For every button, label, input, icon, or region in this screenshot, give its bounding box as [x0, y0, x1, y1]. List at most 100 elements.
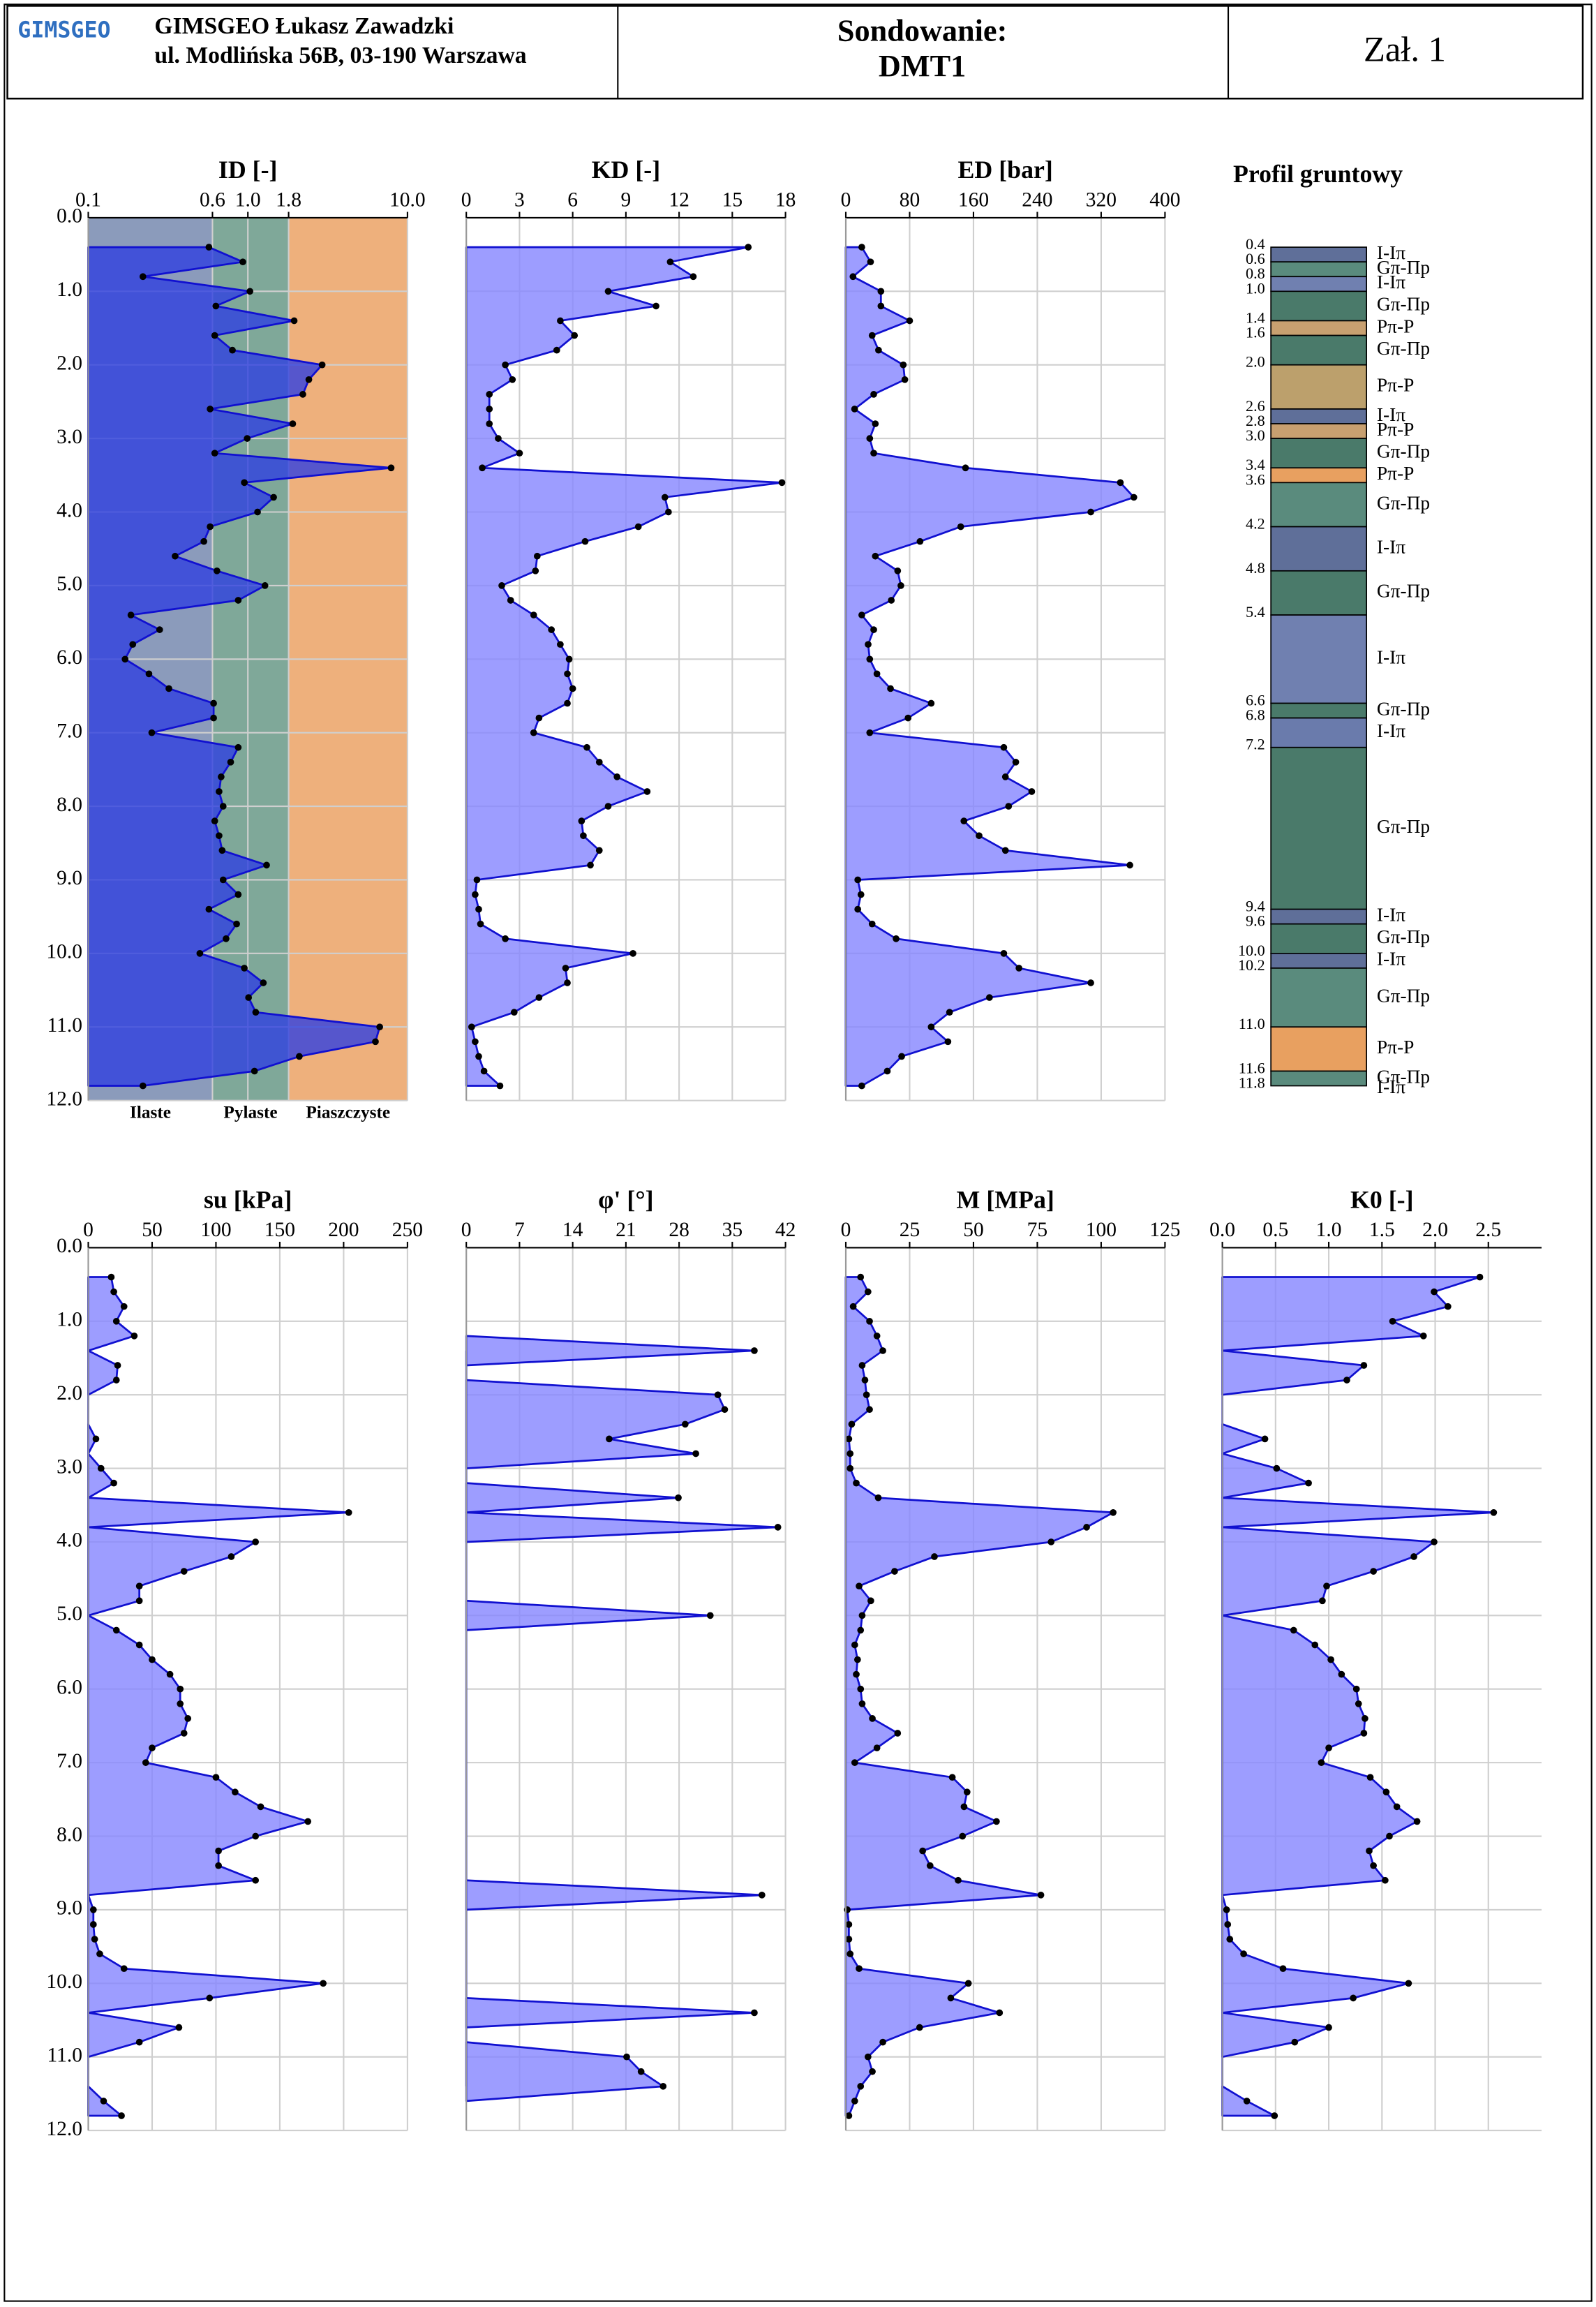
- data-point: [851, 1641, 858, 1649]
- data-point: [745, 244, 752, 251]
- data-point: [156, 626, 163, 633]
- data-point: [634, 523, 642, 531]
- data-point: [595, 847, 603, 854]
- soil-layer: [1270, 908, 1368, 925]
- data-point: [1273, 1464, 1281, 1472]
- data-point: [530, 611, 537, 618]
- x-tick-label: 18: [775, 189, 796, 212]
- data-point: [916, 537, 924, 545]
- data-point: [898, 1053, 905, 1060]
- data-point: [652, 302, 659, 310]
- area: [87, 1894, 325, 2014]
- layer-name: Gπ-Πp: [1377, 338, 1430, 359]
- data-point: [486, 391, 493, 398]
- soil-layer: [1270, 1070, 1368, 1087]
- x-tick-label: 14: [562, 1219, 583, 1241]
- data-point: [207, 523, 214, 531]
- data-point: [376, 1023, 383, 1031]
- soil-layer: [1270, 334, 1368, 366]
- depth-label: 2.0: [1246, 353, 1265, 371]
- depth-chart: 0.0 0.5 1.0 1.5 2.0 2.5 K0 [-]: [1209, 1185, 1542, 2132]
- chart-title: φ' [°]: [598, 1185, 653, 1213]
- data-point: [475, 905, 482, 913]
- x-tick-label: 25: [900, 1219, 920, 1241]
- data-point: [234, 597, 242, 604]
- data-point: [856, 1582, 863, 1590]
- data-point: [1130, 494, 1138, 501]
- depth-label: 4.2: [1246, 515, 1265, 533]
- data-point: [864, 2053, 872, 2061]
- data-point: [252, 1538, 260, 1545]
- data-point: [320, 1980, 327, 1987]
- data-point: [257, 1803, 264, 1811]
- data-point: [1319, 1597, 1326, 1605]
- data-point: [1087, 979, 1094, 986]
- data-point: [118, 2112, 125, 2119]
- data-point: [853, 1670, 860, 1678]
- data-point: [867, 258, 874, 266]
- data-point: [516, 450, 523, 457]
- data-point: [532, 567, 539, 574]
- data-point: [135, 2038, 143, 2046]
- area: [87, 1349, 119, 1396]
- data-point: [372, 1038, 379, 1046]
- data-point: [215, 1847, 222, 1855]
- data-point: [845, 2112, 853, 2119]
- data-point: [1117, 479, 1124, 487]
- data-point: [142, 1759, 149, 1766]
- data-point: [480, 1067, 488, 1075]
- data-point: [502, 935, 509, 942]
- data-point: [1087, 508, 1094, 516]
- layer-name: I-Iπ: [1377, 536, 1405, 557]
- x-tick-label: 400: [1149, 189, 1180, 212]
- data-point: [665, 508, 672, 516]
- data-point: [637, 2068, 645, 2075]
- data-point: [1370, 1862, 1377, 1869]
- x-tick-label: 2.5: [1475, 1219, 1501, 1241]
- data-point: [290, 317, 298, 325]
- data-point: [473, 876, 481, 884]
- data-point: [957, 523, 964, 531]
- data-point: [218, 847, 226, 854]
- data-point: [304, 1818, 312, 1825]
- data-point: [149, 1656, 156, 1663]
- data-point: [562, 965, 569, 972]
- soil-layer: [1270, 467, 1368, 484]
- data-point: [689, 273, 697, 281]
- data-point: [906, 317, 913, 325]
- data-point: [223, 935, 230, 942]
- depth-label: 11.0: [1239, 1015, 1265, 1032]
- data-point: [851, 1759, 858, 1766]
- profile-title: Profil gruntowy: [1233, 160, 1403, 188]
- data-point: [252, 1876, 260, 1884]
- data-point: [888, 597, 895, 604]
- data-point: [962, 464, 969, 472]
- data-point: [1126, 861, 1133, 869]
- data-point: [496, 1082, 504, 1090]
- data-point: [955, 1876, 962, 1884]
- data-point: [207, 406, 214, 413]
- data-point: [564, 979, 571, 986]
- depth-chart: Ilaste Pylaste Piaszczyste 0.0 1.0 2.0 3.0 4.0 5…: [46, 156, 425, 1122]
- x-tick-label: 100: [1086, 1219, 1117, 1241]
- data-point: [172, 552, 179, 560]
- data-point: [877, 288, 885, 295]
- data-point: [845, 1921, 853, 1928]
- data-point: [919, 1847, 926, 1855]
- data-point: [165, 685, 172, 692]
- data-point: [1350, 1994, 1357, 2002]
- title: Sondowanie:: [837, 14, 1007, 48]
- data-point: [510, 1009, 518, 1016]
- data-point: [1360, 1730, 1368, 1737]
- x-tick-label: 0: [461, 1219, 472, 1241]
- data-point: [856, 1965, 863, 1973]
- data-point: [1352, 1685, 1360, 1693]
- depth-label: 0.8: [1246, 265, 1265, 282]
- data-point: [107, 1273, 115, 1281]
- data-point: [849, 1303, 857, 1310]
- layer-name: Gπ-Πp: [1377, 440, 1430, 461]
- x-tick-label: 1.5: [1369, 1219, 1395, 1241]
- zone-label: Piaszczyste: [306, 1102, 390, 1122]
- data-point: [946, 1009, 953, 1016]
- data-point: [112, 1377, 120, 1384]
